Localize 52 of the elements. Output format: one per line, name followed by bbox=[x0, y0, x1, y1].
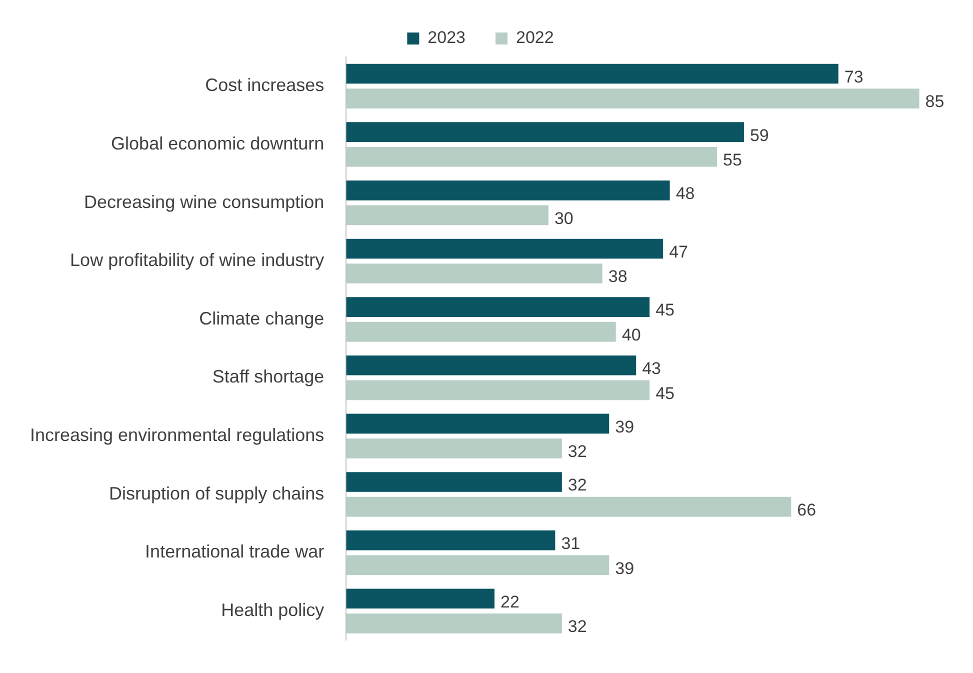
y-tick-label: International trade war bbox=[145, 542, 324, 562]
data-label: 22 bbox=[500, 592, 520, 612]
bar bbox=[346, 380, 650, 400]
data-label: 59 bbox=[750, 126, 769, 145]
y-tick-label: Increasing environmental regulations bbox=[30, 425, 324, 446]
bar bbox=[346, 322, 616, 342]
bar bbox=[346, 355, 636, 376]
bar bbox=[346, 297, 650, 317]
y-tick-label: Decreasing wine consumption bbox=[84, 192, 324, 212]
data-label: 39 bbox=[615, 558, 634, 578]
bar bbox=[346, 472, 562, 492]
legend-label: 2022 bbox=[516, 28, 554, 48]
y-tick-label: Climate change bbox=[199, 308, 324, 328]
data-label: 30 bbox=[554, 208, 574, 228]
data-label: 31 bbox=[561, 534, 580, 554]
data-label: 32 bbox=[568, 617, 587, 636]
legend-label: 2023 bbox=[428, 28, 466, 48]
data-label: 40 bbox=[622, 326, 641, 345]
y-tick-label: Staff shortage bbox=[212, 366, 324, 387]
data-label: 38 bbox=[608, 267, 628, 286]
bar bbox=[346, 64, 838, 84]
y-tick-label: Disruption of supply chains bbox=[109, 483, 324, 504]
y-tick-label: Health policy bbox=[221, 600, 324, 620]
bar bbox=[346, 180, 670, 200]
data-label: 48 bbox=[676, 184, 695, 204]
data-label: 47 bbox=[669, 242, 688, 262]
data-label: 55 bbox=[723, 150, 742, 170]
data-label: 32 bbox=[568, 442, 587, 462]
bar bbox=[346, 496, 792, 517]
bar bbox=[346, 88, 920, 108]
bar bbox=[346, 238, 664, 259]
data-label: 39 bbox=[615, 417, 634, 436]
bar bbox=[346, 414, 610, 434]
bar bbox=[346, 614, 562, 634]
bar bbox=[346, 122, 744, 142]
bar bbox=[346, 438, 562, 458]
y-tick-label: Cost increases bbox=[205, 75, 324, 96]
bar bbox=[346, 205, 548, 226]
data-label: 45 bbox=[656, 384, 675, 403]
y-tick-label: Low profitability of wine industry bbox=[70, 250, 324, 270]
bar bbox=[346, 588, 495, 609]
bar bbox=[346, 146, 718, 167]
data-label: 85 bbox=[925, 92, 944, 112]
bar bbox=[346, 264, 602, 284]
bar bbox=[346, 555, 610, 576]
data-label: 66 bbox=[797, 500, 816, 520]
data-label: 32 bbox=[568, 476, 587, 495]
data-label: 43 bbox=[642, 359, 662, 378]
data-label: 45 bbox=[656, 300, 675, 320]
data-label: 73 bbox=[844, 67, 864, 86]
y-tick-label: Global economic downturn bbox=[111, 133, 324, 154]
bar bbox=[346, 530, 556, 550]
